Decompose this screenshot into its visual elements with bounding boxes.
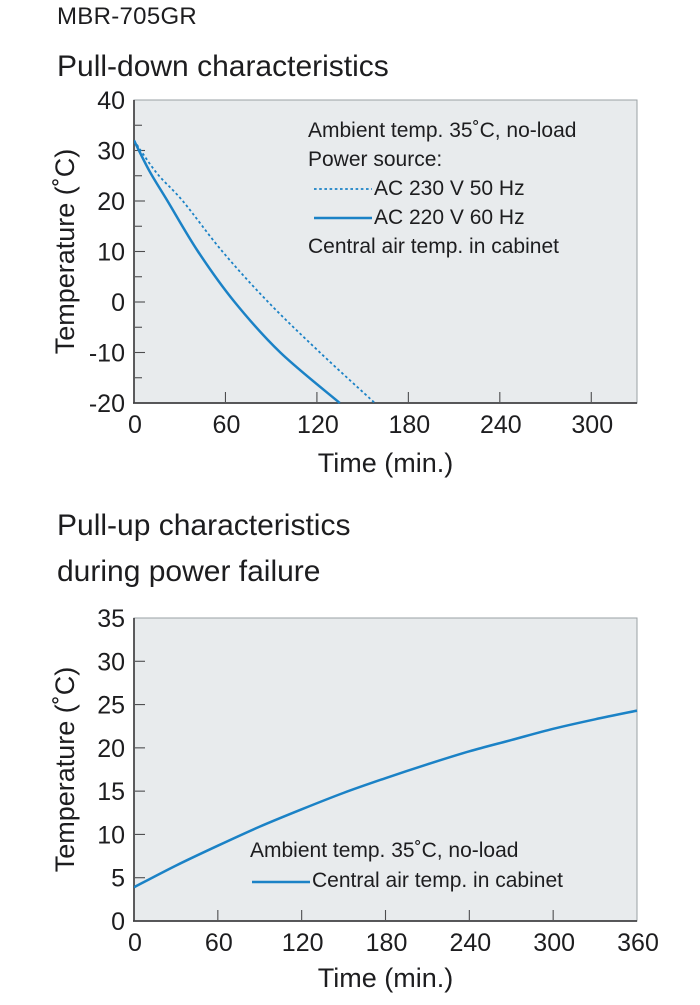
series-group xyxy=(134,139,376,404)
svg-text:180: 180 xyxy=(366,929,408,957)
legend-entry-ac230: AC 230 V 50 Hz xyxy=(308,174,576,203)
svg-text:25: 25 xyxy=(97,692,125,720)
svg-text:180: 180 xyxy=(389,411,431,439)
x-tick-labels: 0 60 120 180 240 300 360 xyxy=(128,929,659,957)
solid-line-swatch-icon xyxy=(314,216,372,220)
axes xyxy=(133,618,637,922)
pulldown-x-axis-title: Time (min.) xyxy=(317,448,454,478)
svg-text:0: 0 xyxy=(128,411,142,439)
svg-text:120: 120 xyxy=(282,929,324,957)
legend-entry-label: AC 220 V 60 Hz xyxy=(374,206,525,229)
legend-ambient-note: Ambient temp. 35˚C, no-load xyxy=(308,119,577,142)
svg-text:20: 20 xyxy=(97,735,125,763)
legend-entry-cabinet-temp: Central air temp. in cabinet xyxy=(250,866,563,896)
x-tick-labels: 0 60 120 180 240 300 xyxy=(128,411,613,439)
series-ac-220-v-60-hz xyxy=(134,139,341,404)
legend-ambient-note: Ambient temp. 35˚C, no-load xyxy=(250,839,519,862)
svg-text:5: 5 xyxy=(111,865,125,893)
svg-text:20: 20 xyxy=(97,188,125,216)
series-ac-230-v-50-hz xyxy=(134,139,376,404)
svg-text:10: 10 xyxy=(97,239,125,267)
svg-text:120: 120 xyxy=(297,411,339,439)
legend-entry-ac220: AC 220 V 60 Hz xyxy=(308,203,576,232)
svg-text:-20: -20 xyxy=(89,390,125,418)
pulldown-chart-title: Pull-down characteristics xyxy=(57,50,389,83)
svg-text:-10: -10 xyxy=(89,340,125,368)
svg-text:35: 35 xyxy=(97,608,125,633)
tick-marks xyxy=(135,124,592,402)
legend-entry-label: Central air temp. in cabinet xyxy=(312,869,563,892)
y-tick-labels: 35 30 25 20 15 10 5 0 xyxy=(97,608,125,936)
legend-measurement-note: Central air temp. in cabinet xyxy=(308,235,559,258)
svg-text:30: 30 xyxy=(97,138,125,166)
svg-text:240: 240 xyxy=(449,929,491,957)
dotted-line-swatch-icon xyxy=(314,188,372,190)
pullup-x-axis-title: Time (min.) xyxy=(317,963,454,993)
svg-text:300: 300 xyxy=(571,411,613,439)
plot-background xyxy=(133,617,638,922)
pullup-chart-title: Pull-up characteristics during power fai… xyxy=(57,503,350,595)
plot-background xyxy=(133,99,638,404)
pullup-title-line2: during power failure xyxy=(57,555,321,588)
series-central-air-temp-in-cabinet xyxy=(134,709,638,889)
svg-text:300: 300 xyxy=(533,929,575,957)
axes xyxy=(133,100,637,404)
svg-text:240: 240 xyxy=(480,411,522,439)
solid-line-swatch-icon xyxy=(252,880,310,883)
svg-text:10: 10 xyxy=(97,821,125,849)
pulldown-legend: Ambient temp. 35˚C, no-load Power source… xyxy=(308,116,576,261)
pullup-title-line1: Pull-up characteristics xyxy=(57,509,351,542)
svg-text:0: 0 xyxy=(128,929,142,957)
svg-text:60: 60 xyxy=(213,411,241,439)
legend-power-source-label: Power source: xyxy=(308,148,443,171)
svg-text:360: 360 xyxy=(617,929,659,957)
svg-text:40: 40 xyxy=(97,90,125,115)
tick-marks xyxy=(135,660,554,920)
pullup-plot: 35 30 25 20 15 10 5 00 60 120 180 240 300 360 xyxy=(97,608,659,957)
legend-entry-label: AC 230 V 50 Hz xyxy=(374,177,525,200)
svg-text:0: 0 xyxy=(111,289,125,317)
svg-text:60: 60 xyxy=(205,929,233,957)
svg-text:0: 0 xyxy=(111,908,125,936)
pullup-legend: Ambient temp. 35˚C, no-load Central air … xyxy=(250,836,563,896)
svg-text:15: 15 xyxy=(97,778,125,806)
series-group xyxy=(134,709,638,889)
y-tick-labels: 40 30 20 10 0 -10 -20 xyxy=(89,90,125,418)
svg-text:30: 30 xyxy=(97,648,125,676)
model-number: MBR-705GR xyxy=(57,3,198,30)
